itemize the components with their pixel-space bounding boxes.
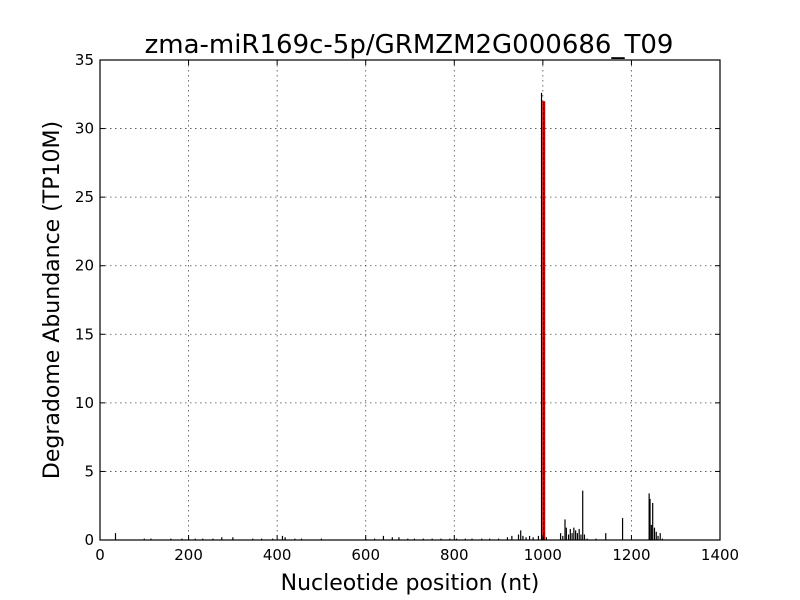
y-tick-label: 20 xyxy=(75,257,94,275)
y-tick-label: 35 xyxy=(75,51,94,69)
y-tick-label: 25 xyxy=(75,188,94,206)
y-axis-label: Degradome Abundance (TP10M) xyxy=(40,121,65,479)
y-tick-label: 10 xyxy=(75,394,94,412)
x-tick-label: 1000 xyxy=(524,546,562,564)
x-axis-label: Nucleotide position (nt) xyxy=(281,571,540,596)
y-tick-label: 0 xyxy=(84,531,94,549)
chart-title: zma-miR169c-5p/GRMZM2G000686_T09 xyxy=(145,30,674,60)
x-tick-label: 1200 xyxy=(612,546,650,564)
bar-layer xyxy=(114,92,664,540)
grid-layer xyxy=(100,60,720,540)
x-tick-label: 600 xyxy=(351,546,380,564)
x-tick-label: 400 xyxy=(263,546,292,564)
x-axis: 0 200 400 600 800 1000 1200 1400 xyxy=(95,60,739,564)
x-tick-label: 0 xyxy=(95,546,105,564)
plot-frame xyxy=(99,59,721,541)
y-tick-label: 30 xyxy=(75,120,94,138)
y-axis: 0 5 10 15 20 25 30 35 xyxy=(75,51,720,549)
x-tick-label: 800 xyxy=(440,546,469,564)
x-tick-label: 200 xyxy=(174,546,203,564)
y-tick-label: 5 xyxy=(84,462,94,480)
x-tick-label: 1400 xyxy=(701,546,739,564)
y-tick-label: 15 xyxy=(75,325,94,343)
